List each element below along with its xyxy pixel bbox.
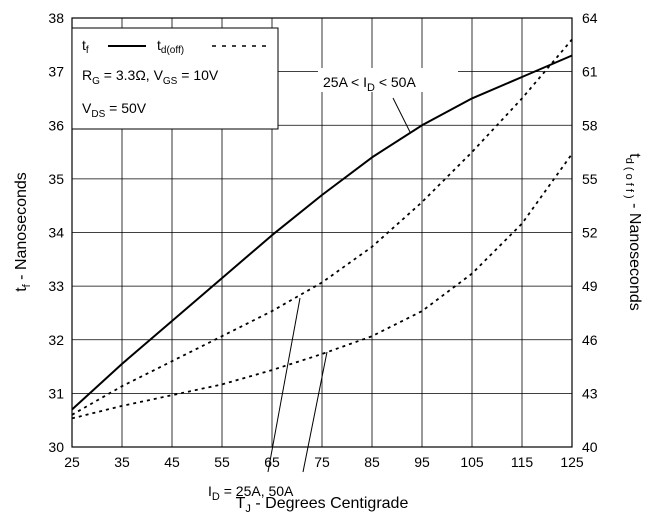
x-tick-label: 105 [460,454,484,470]
x-tick-label: 115 [511,454,534,470]
series-lines [71,38,573,420]
y-tick-label: 31 [48,385,64,401]
x-axis-title: TJ - Degrees Centigrade [236,495,409,515]
legend-td-label: td(off) [157,37,184,56]
y2-tick-label: 64 [582,10,598,26]
series-line-0 [71,54,573,411]
y-tick-label: 38 [48,10,64,26]
annotation-upper: 25A < ID < 50A [323,74,416,94]
y2-tick-label: 58 [582,117,598,133]
y-tick-label: 35 [48,171,64,187]
y-tick-label: 30 [48,439,64,455]
series-line-1 [71,38,573,416]
annotation-upper-bg [318,68,458,92]
x-tick-labels: 25 35 45 55 65 75 85 95 105 115 125 [64,454,584,470]
y2-tick-label: 43 [582,385,598,401]
x-tick-label: 95 [414,454,430,470]
x-tick-label: 45 [164,454,180,470]
y2-axis-title: td ( o f f ) - Nanoseconds [623,153,643,310]
legend-box [71,27,279,130]
y-tick-label: 32 [48,332,64,348]
legend-tf-label: tf [82,37,89,56]
legend: tf td(off) RG = 3.3Ω, VGS = 10V VDS = 50… [71,27,279,130]
leader-lower-b [302,351,328,473]
legend-conditions-line2: VDS = 50V [82,100,147,120]
y2-tick-labels: 40 43 46 49 52 55 58 61 64 [582,10,598,455]
x-tick-label: 25 [64,454,80,470]
annotation-lower: ID = 25A, 50A [208,483,294,503]
x-tick-label: 35 [114,454,130,470]
y-tick-label: 36 [48,117,64,133]
y-tick-label: 33 [48,278,64,294]
series-line-2 [71,153,573,420]
y2-tick-label: 40 [582,439,598,455]
y-tick-label: 37 [48,64,64,80]
y-tick-labels: 30 31 32 33 34 35 36 37 38 [48,10,64,455]
x-tick-label: 125 [560,454,584,470]
y2-tick-label: 55 [582,171,598,187]
leader-lower-a [267,297,301,473]
plot-frame [71,17,573,448]
y2-tick-label: 46 [582,332,598,348]
y2-tick-label: 52 [582,225,598,241]
y2-tick-label: 61 [582,64,598,80]
x-tick-label: 85 [364,454,380,470]
x-tick-label: 75 [314,454,330,470]
x-tick-label: 55 [214,454,230,470]
y-tick-label: 34 [48,225,64,241]
y2-tick-label: 49 [582,278,598,294]
y-axis-title: tf - Nanoseconds [13,172,33,292]
leader-upper [392,97,411,133]
legend-conditions-line1: RG = 3.3Ω, VGS = 10V [82,67,219,87]
annotation-lower-bg [203,478,358,502]
x-tick-label: 65 [264,454,280,470]
